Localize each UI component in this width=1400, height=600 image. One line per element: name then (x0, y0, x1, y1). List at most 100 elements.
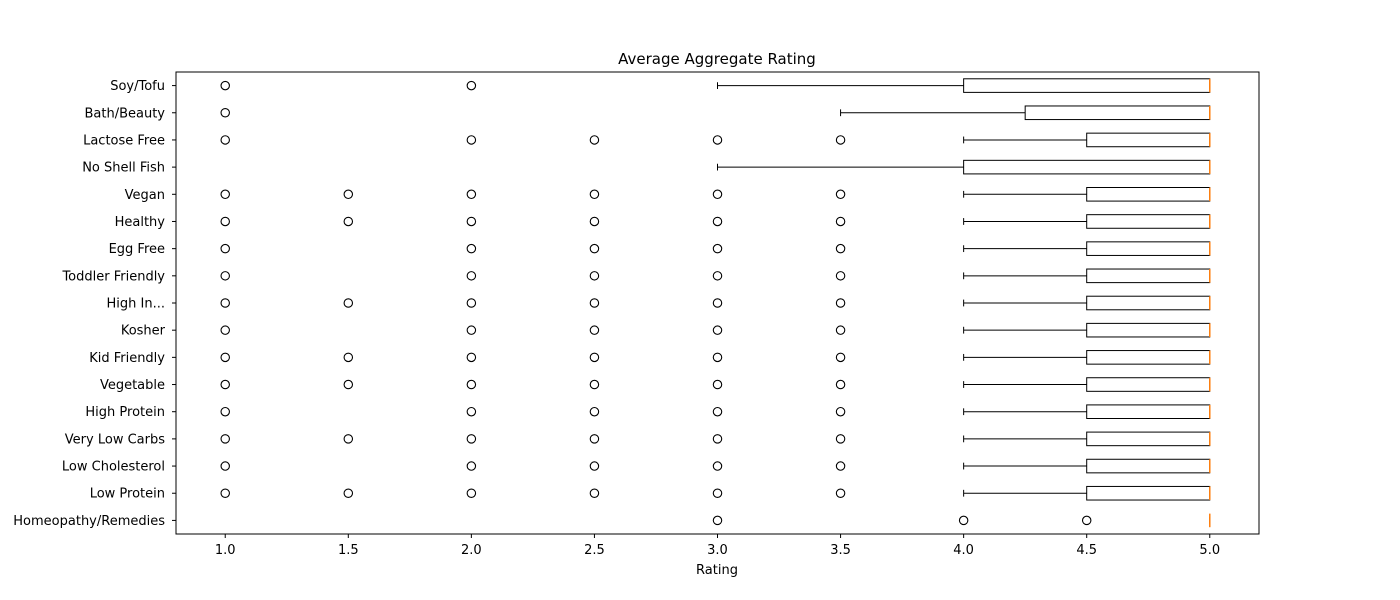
flier-point (589, 406, 600, 417)
box-iqr (963, 78, 1211, 93)
box-iqr (1086, 350, 1211, 365)
flier-point (343, 298, 354, 308)
box-group (712, 513, 1211, 528)
y-tick-label: Kid Friendly (89, 351, 165, 366)
x-tick-label: 2.5 (584, 543, 605, 558)
flier-point (466, 434, 477, 444)
flier-point (220, 108, 230, 118)
box-group (220, 187, 1211, 202)
flier-point (835, 434, 846, 444)
flier-point (835, 189, 846, 200)
flier-point (343, 352, 354, 363)
flier-point (220, 271, 230, 281)
flier-point (220, 298, 230, 308)
flier-point (220, 352, 230, 363)
flier-point (835, 461, 846, 471)
flier-point (835, 271, 846, 281)
flier-point (466, 379, 477, 390)
x-tick-label: 3.0 (707, 543, 728, 558)
box-iqr (1086, 268, 1211, 284)
y-tick-label: Kosher (121, 324, 166, 339)
flier-point (712, 243, 723, 254)
flier-point (835, 352, 846, 363)
flier-point (589, 352, 600, 363)
box-group (220, 350, 1211, 365)
flier-point (589, 189, 600, 200)
flier-point (712, 515, 723, 526)
box-iqr (1086, 295, 1211, 311)
flier-point (589, 461, 600, 471)
box-iqr (1024, 105, 1211, 121)
flier-point (589, 379, 600, 390)
flier-point (220, 434, 230, 444)
flier-point (712, 325, 723, 335)
flier-point (712, 189, 723, 200)
flier-point (466, 488, 477, 498)
flier-point (220, 488, 230, 498)
flier-point (589, 325, 600, 335)
flier-point (835, 325, 846, 335)
flier-point (589, 216, 600, 227)
box-iqr (1086, 485, 1211, 501)
flier-point (220, 216, 230, 227)
x-tick-label: 5.0 (1199, 543, 1220, 558)
flier-point (220, 406, 230, 417)
flier-point (712, 352, 723, 363)
box-group (220, 404, 1211, 420)
flier-point (1081, 515, 1092, 526)
chart-title: Average Aggregate Rating (618, 50, 816, 68)
flier-point (835, 135, 846, 145)
flier-point (712, 216, 723, 227)
y-tick-label: Egg Free (109, 242, 165, 257)
y-tick-label: No Shell Fish (82, 161, 165, 176)
flier-point (220, 135, 230, 145)
box-iqr (1086, 431, 1211, 447)
box-iqr (1086, 404, 1211, 420)
flier-point (712, 461, 723, 471)
flier-point (343, 189, 354, 200)
flier-point (220, 80, 230, 91)
y-tick-label: Toddler Friendly (61, 269, 165, 284)
flier-point (589, 434, 600, 444)
box-group (220, 105, 1211, 121)
flier-point (589, 488, 600, 498)
flier-point (220, 325, 230, 335)
flier-point (712, 298, 723, 308)
y-tick-label: Vegetable (100, 378, 165, 393)
x-tick-label: 2.0 (461, 543, 482, 558)
flier-point (589, 135, 600, 145)
flier-point (343, 488, 354, 498)
flier-point (220, 461, 230, 471)
y-tick-label: Very Low Carbs (65, 432, 165, 447)
y-tick-label: Soy/Tofu (110, 79, 165, 94)
box-group (220, 431, 1211, 447)
box-group (220, 132, 1211, 148)
flier-point (835, 406, 846, 417)
flier-point (466, 189, 477, 200)
box-group (717, 159, 1211, 175)
x-tick-label: 1.0 (215, 543, 236, 558)
y-tick-label: Low Protein (90, 487, 165, 502)
box-iqr (1086, 377, 1211, 392)
x-tick-label: 3.5 (830, 543, 851, 558)
flier-point (220, 379, 230, 390)
flier-point (712, 135, 723, 145)
y-tick-label: Bath/Beauty (84, 106, 165, 121)
x-axis-label: Rating (696, 563, 738, 578)
y-tick-label: Lactose Free (83, 133, 165, 148)
flier-point (835, 488, 846, 498)
flier-point (466, 406, 477, 417)
y-tick-label: Low Cholesterol (62, 460, 165, 475)
box-group (220, 377, 1211, 392)
y-tick-label: Healthy (115, 215, 166, 230)
flier-point (466, 243, 477, 254)
flier-point (589, 298, 600, 308)
box-group (220, 214, 1211, 229)
flier-point (343, 216, 354, 227)
x-tick-label: 1.5 (338, 543, 359, 558)
flier-point (466, 80, 477, 91)
box-group (220, 78, 1211, 93)
box-iqr (1086, 214, 1211, 229)
box-iqr (1086, 187, 1211, 202)
